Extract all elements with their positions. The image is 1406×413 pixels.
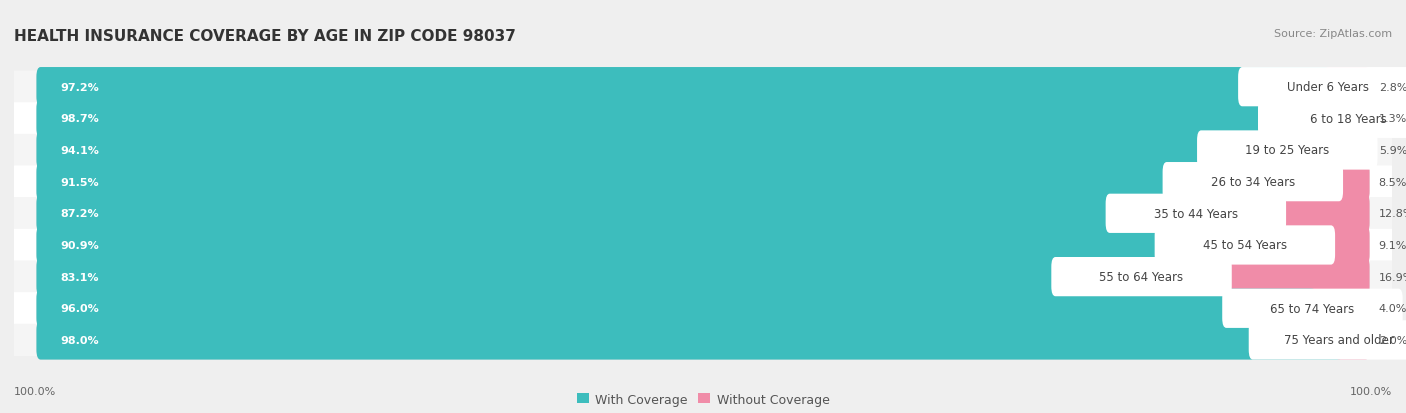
Text: 16.9%: 16.9% (1379, 272, 1406, 282)
FancyBboxPatch shape (14, 103, 1392, 135)
FancyBboxPatch shape (37, 100, 1369, 139)
FancyBboxPatch shape (37, 194, 1199, 233)
FancyBboxPatch shape (37, 226, 1249, 265)
Text: 2.0%: 2.0% (1379, 335, 1406, 345)
Text: 5.9%: 5.9% (1379, 146, 1406, 156)
FancyBboxPatch shape (1052, 257, 1232, 297)
Text: 100.0%: 100.0% (14, 387, 56, 396)
FancyBboxPatch shape (37, 289, 1369, 328)
Text: 12.8%: 12.8% (1379, 209, 1406, 219)
FancyBboxPatch shape (37, 257, 1146, 297)
FancyBboxPatch shape (1249, 320, 1406, 360)
Text: 65 to 74 Years: 65 to 74 Years (1271, 302, 1354, 315)
FancyBboxPatch shape (1192, 194, 1369, 233)
Text: 97.2%: 97.2% (60, 83, 100, 93)
Text: 75 Years and older: 75 Years and older (1284, 334, 1393, 347)
FancyBboxPatch shape (14, 292, 1392, 325)
FancyBboxPatch shape (1239, 68, 1406, 107)
FancyBboxPatch shape (14, 324, 1392, 356)
FancyBboxPatch shape (1222, 289, 1403, 328)
FancyBboxPatch shape (1309, 289, 1369, 328)
FancyBboxPatch shape (1240, 226, 1369, 265)
Text: 2.8%: 2.8% (1379, 83, 1406, 93)
Text: 98.0%: 98.0% (60, 335, 98, 345)
Text: 19 to 25 Years: 19 to 25 Years (1246, 144, 1330, 157)
FancyBboxPatch shape (37, 68, 1369, 107)
Text: 55 to 64 Years: 55 to 64 Years (1099, 271, 1184, 283)
FancyBboxPatch shape (1284, 131, 1369, 170)
Text: 45 to 54 Years: 45 to 54 Years (1202, 239, 1286, 252)
FancyBboxPatch shape (1334, 320, 1369, 360)
FancyBboxPatch shape (14, 198, 1392, 230)
Text: 26 to 34 Years: 26 to 34 Years (1211, 176, 1295, 189)
Text: 90.9%: 90.9% (60, 240, 100, 250)
Text: 35 to 44 Years: 35 to 44 Years (1154, 207, 1237, 220)
Text: 98.7%: 98.7% (60, 114, 100, 124)
Text: Source: ZipAtlas.com: Source: ZipAtlas.com (1274, 29, 1392, 39)
FancyBboxPatch shape (1344, 100, 1369, 139)
FancyBboxPatch shape (1163, 163, 1343, 202)
Text: 1.3%: 1.3% (1379, 114, 1406, 124)
Text: 94.1%: 94.1% (60, 146, 100, 156)
FancyBboxPatch shape (37, 320, 1369, 360)
Text: 100.0%: 100.0% (1350, 387, 1392, 396)
FancyBboxPatch shape (14, 166, 1392, 198)
FancyBboxPatch shape (14, 71, 1392, 104)
FancyBboxPatch shape (1137, 257, 1369, 297)
FancyBboxPatch shape (1258, 100, 1406, 139)
FancyBboxPatch shape (37, 257, 1369, 297)
FancyBboxPatch shape (14, 229, 1392, 261)
FancyBboxPatch shape (1105, 194, 1286, 233)
Text: 9.1%: 9.1% (1379, 240, 1406, 250)
FancyBboxPatch shape (37, 131, 1291, 170)
Text: 87.2%: 87.2% (60, 209, 98, 219)
FancyBboxPatch shape (1324, 68, 1369, 107)
Text: 8.5%: 8.5% (1379, 177, 1406, 187)
Text: Under 6 Years: Under 6 Years (1288, 81, 1369, 94)
Text: 6 to 18 Years: 6 to 18 Years (1310, 113, 1386, 126)
FancyBboxPatch shape (14, 135, 1392, 167)
FancyBboxPatch shape (37, 68, 1333, 107)
FancyBboxPatch shape (37, 320, 1343, 360)
Text: HEALTH INSURANCE COVERAGE BY AGE IN ZIP CODE 98037: HEALTH INSURANCE COVERAGE BY AGE IN ZIP … (14, 29, 516, 44)
FancyBboxPatch shape (37, 100, 1353, 139)
FancyBboxPatch shape (37, 163, 1257, 202)
FancyBboxPatch shape (1154, 226, 1336, 265)
FancyBboxPatch shape (37, 194, 1369, 233)
FancyBboxPatch shape (14, 261, 1392, 293)
FancyBboxPatch shape (37, 131, 1369, 170)
Text: 83.1%: 83.1% (60, 272, 98, 282)
FancyBboxPatch shape (1197, 131, 1378, 170)
Text: 96.0%: 96.0% (60, 304, 100, 313)
FancyBboxPatch shape (37, 163, 1369, 202)
FancyBboxPatch shape (37, 289, 1316, 328)
Text: 91.5%: 91.5% (60, 177, 98, 187)
FancyBboxPatch shape (1249, 163, 1369, 202)
Legend: With Coverage, Without Coverage: With Coverage, Without Coverage (572, 388, 834, 411)
FancyBboxPatch shape (37, 226, 1369, 265)
Text: 4.0%: 4.0% (1379, 304, 1406, 313)
